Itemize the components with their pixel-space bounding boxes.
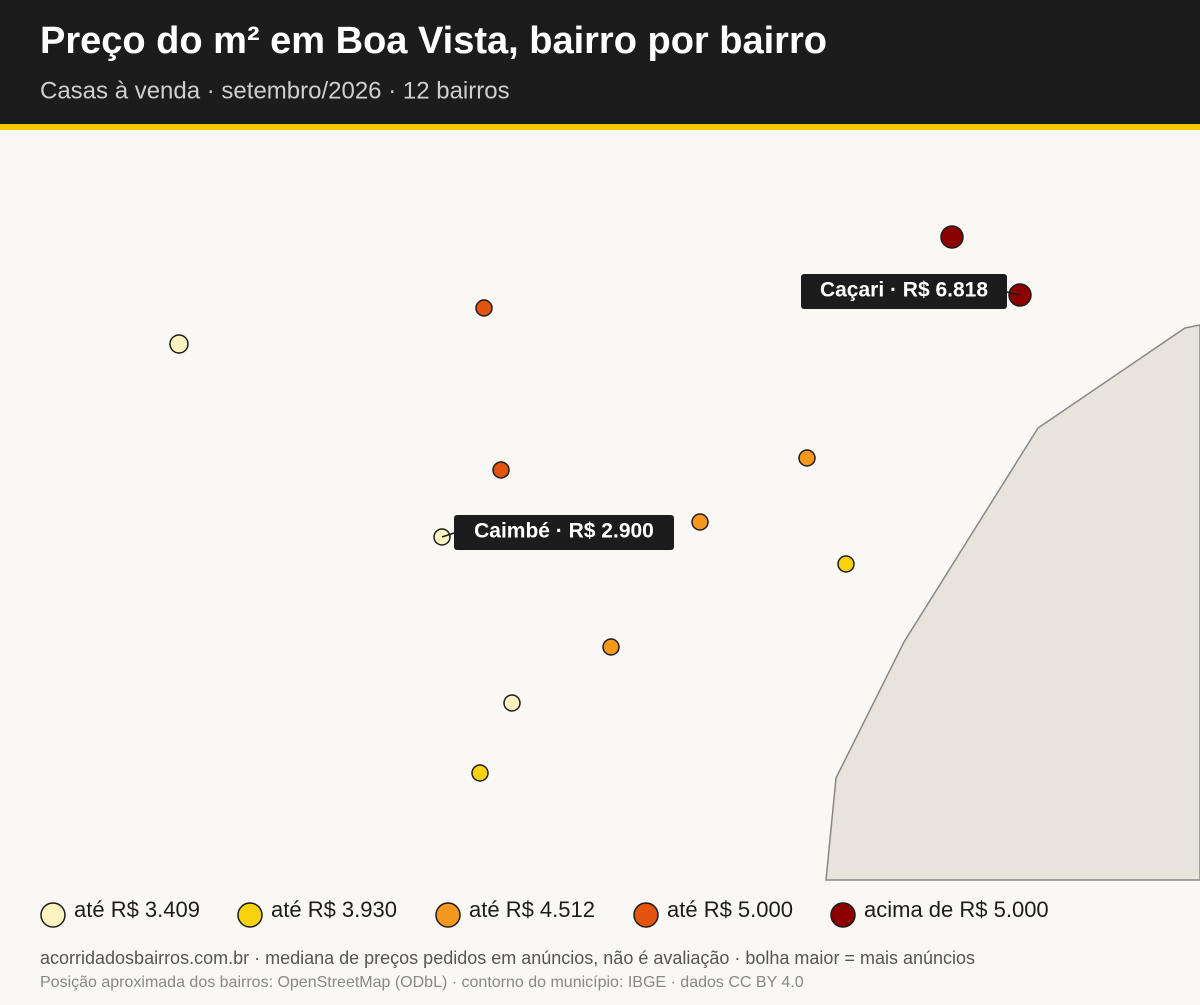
neighborhood-dot[interactable] bbox=[475, 299, 493, 317]
neighborhood-dot[interactable] bbox=[503, 694, 521, 712]
callout-box bbox=[454, 515, 674, 550]
callout-leader bbox=[1006, 291, 1021, 296]
neighborhood-dot[interactable] bbox=[798, 449, 816, 467]
legend-swatch bbox=[830, 902, 856, 928]
legend-swatch bbox=[435, 902, 461, 928]
legend-swatch bbox=[633, 902, 659, 928]
source-note: acorridadosbairros.com.br · mediana de p… bbox=[40, 948, 975, 968]
legend-label: até R$ 4.512 bbox=[469, 897, 595, 922]
legend-label: até R$ 5.000 bbox=[667, 897, 793, 922]
municipality-boundary bbox=[825, 324, 1200, 881]
subtitle: Casas à venda · setembro/2026 · 12 bairr… bbox=[40, 77, 510, 104]
header-rule bbox=[0, 124, 1200, 130]
header-band bbox=[0, 0, 1200, 124]
callout-label: Caimbé · R$ 2.900 bbox=[474, 520, 654, 543]
neighborhood-dot[interactable] bbox=[602, 638, 620, 656]
callout-leader bbox=[441, 532, 455, 538]
neighborhood-dot[interactable] bbox=[837, 555, 855, 573]
neighborhood-dot[interactable] bbox=[471, 764, 489, 782]
legend-swatch bbox=[237, 902, 263, 928]
callout-box bbox=[801, 274, 1007, 309]
neighborhood-dot[interactable] bbox=[492, 461, 510, 479]
title: Preço do m² em Boa Vista, bairro por bai… bbox=[40, 20, 827, 62]
legend-swatch bbox=[40, 902, 66, 928]
legend-label: até R$ 3.930 bbox=[271, 897, 397, 922]
callout-label: Caçari · R$ 6.818 bbox=[820, 279, 988, 302]
neighborhood-dot[interactable] bbox=[940, 225, 964, 249]
legend-label: até R$ 3.409 bbox=[74, 897, 200, 922]
neighborhood-dot[interactable] bbox=[169, 334, 189, 354]
credits-note: Posição aproximada dos bairros: OpenStre… bbox=[40, 974, 804, 991]
neighborhood-dot[interactable] bbox=[691, 513, 709, 531]
legend-label: acima de R$ 5.000 bbox=[864, 897, 1049, 922]
